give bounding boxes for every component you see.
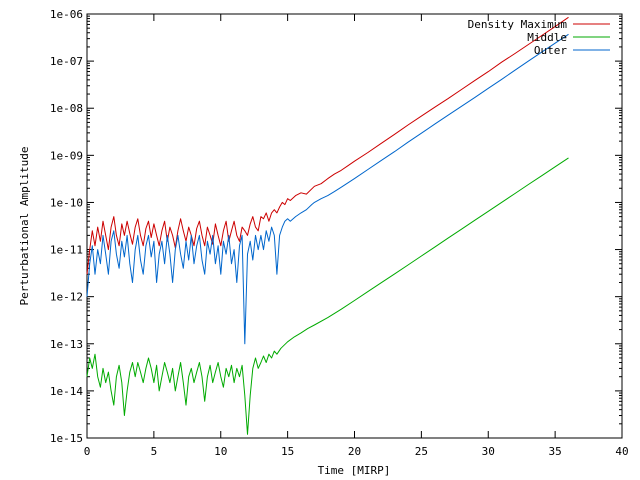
- y-axis-title: Perturbational Amplitude: [18, 147, 31, 306]
- outer-legend-label: Outer: [534, 44, 567, 57]
- y-tick-label: 1e-13: [50, 338, 83, 351]
- x-tick-label: 35: [549, 445, 562, 458]
- y-tick-label: 1e-12: [50, 291, 83, 304]
- x-tick-label: 40: [615, 445, 628, 458]
- y-tick-label: 1e-08: [50, 102, 83, 115]
- y-tick-label: 1e-10: [50, 196, 83, 209]
- series-layer: [86, 16, 569, 435]
- x-axis: 0 5 10 15 20 25 30 35 40: [84, 14, 629, 458]
- x-axis-title: Time [MIRP]: [318, 464, 391, 477]
- x-tick-label: 30: [482, 445, 495, 458]
- density-maximum-series-line: [86, 16, 569, 275]
- y-axis: 1e-15 1e-14 1e-13 1e-12 1e-11 1e-10 1e-09 1e-08…: [50, 8, 622, 445]
- density-maximum-legend-label: Density Maximum: [468, 18, 568, 31]
- outer-series-line: [86, 33, 569, 345]
- x-tick-label: 5: [151, 445, 158, 458]
- y-tick-label: 1e-07: [50, 55, 83, 68]
- y-tick-label: 1e-15: [50, 432, 83, 445]
- x-tick-label: 0: [84, 445, 91, 458]
- x-tick-label: 25: [415, 445, 428, 458]
- y-tick-label: 1e-14: [50, 385, 83, 398]
- y-tick-label: 1e-09: [50, 149, 83, 162]
- y-tick-label: 1e-11: [50, 244, 83, 257]
- x-tick-label: 10: [214, 445, 227, 458]
- x-tick-label: 15: [281, 445, 294, 458]
- x-tick-label: 20: [348, 445, 361, 458]
- middle-series-line: [86, 157, 569, 435]
- middle-legend-label: Middle: [527, 31, 567, 44]
- y-tick-label: 1e-06: [50, 8, 83, 21]
- plot-frame: [86, 13, 623, 439]
